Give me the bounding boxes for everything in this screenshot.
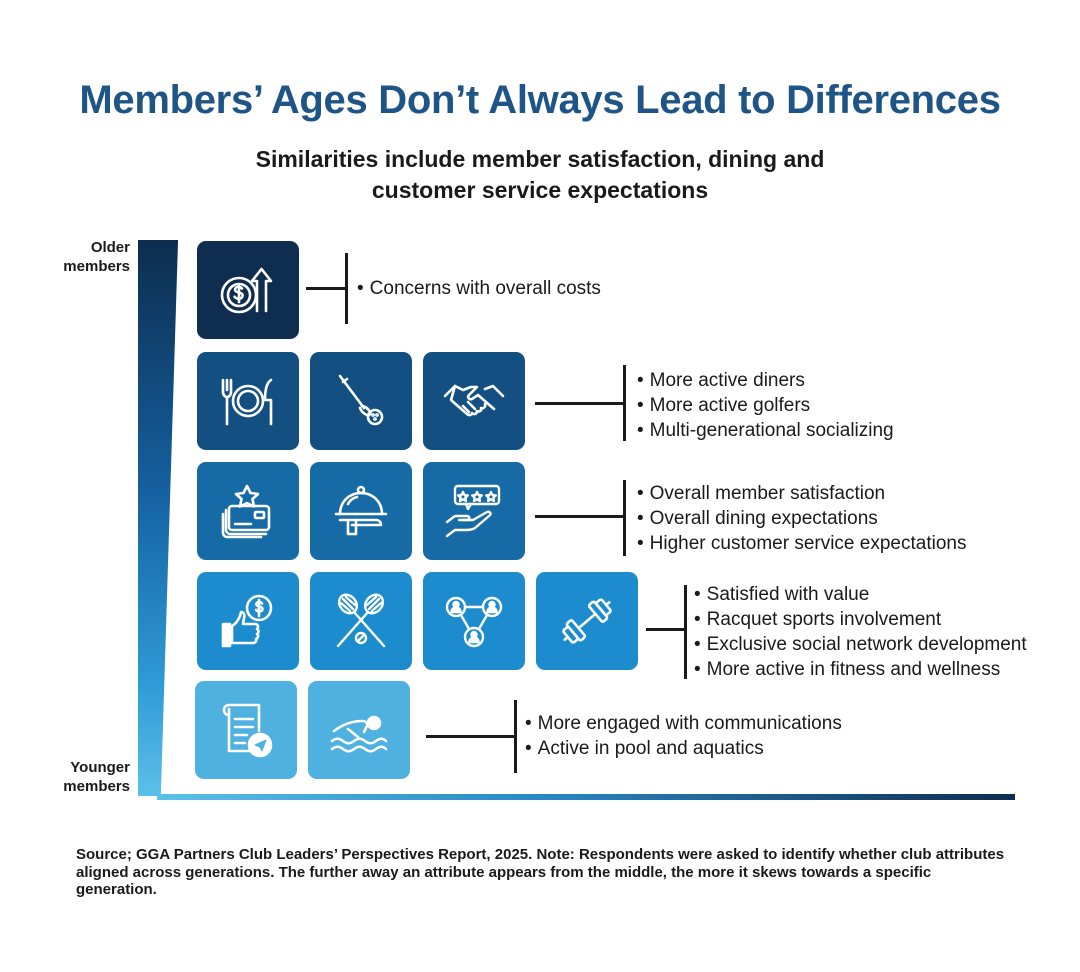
- source-note: Source; GGA Partners Club Leaders’ Persp…: [76, 846, 1005, 898]
- list-item: Satisfied with value: [694, 582, 1027, 607]
- axis-younger-line-1: Younger: [70, 759, 130, 776]
- cards-star-icon: [197, 462, 299, 560]
- dollar-arrow-up-icon: [197, 241, 299, 339]
- row-1-bracket: [345, 253, 348, 324]
- list-item: Overall dining expectations: [637, 506, 966, 531]
- swimmer-icon: [308, 681, 410, 779]
- age-axis-vertical-bar: [138, 240, 178, 796]
- list-item: Overall member satisfaction: [637, 481, 966, 506]
- hand-rating-stars-icon: [423, 462, 525, 560]
- list-item: Concerns with overall costs: [357, 276, 601, 301]
- page-subtitle: Similarities include member satisfaction…: [0, 144, 1080, 206]
- axis-label-older: Older members: [40, 238, 130, 276]
- subtitle-line-1: Similarities include member satisfaction…: [255, 146, 825, 172]
- document-send-icon: [195, 681, 297, 779]
- axis-younger-line-2: members: [63, 778, 130, 795]
- list-item: Active in pool and aquatics: [525, 736, 842, 761]
- page-title: Members’ Ages Don’t Always Lead to Diffe…: [79, 78, 1001, 122]
- list-item: Higher customer service expectations: [637, 531, 967, 556]
- age-axis-horizontal-bar: [157, 794, 1015, 800]
- row-4-connector: [646, 628, 686, 631]
- dumbbell-icon: [536, 572, 638, 670]
- serving-cloche-icon: [310, 462, 412, 560]
- list-item: More active golfers: [637, 393, 894, 418]
- list-item: More engaged with communications: [525, 711, 842, 736]
- row-5-connector: [426, 735, 516, 738]
- row-3-connector: [535, 515, 625, 518]
- row-1-bullets: Concerns with overall costs: [357, 276, 601, 301]
- row-4-bullets: Satisfied with value Racquet sports invo…: [694, 582, 1027, 682]
- row-4-bracket: [684, 585, 687, 679]
- row-2-connector: [535, 402, 625, 405]
- crossed-rackets-icon: [310, 572, 412, 670]
- row-2-bullets: More active diners More active golfers M…: [637, 368, 894, 443]
- social-network-icon: [423, 572, 525, 670]
- row-3-bullets: Overall member satisfaction Overall dini…: [637, 481, 967, 556]
- row-5-bullets: More engaged with communications Active …: [525, 711, 842, 761]
- handshake-icon: [423, 352, 525, 450]
- row-5-bracket: [514, 700, 517, 773]
- row-3-bracket: [623, 480, 626, 556]
- golf-club-ball-icon: [310, 352, 412, 450]
- subtitle-line-2: customer service expectations: [371, 177, 709, 203]
- plate-fork-knife-icon: [197, 352, 299, 450]
- axis-older-line-1: Older: [90, 239, 130, 256]
- list-item: More active in fitness and wellness: [694, 657, 1027, 682]
- row-1-connector: [306, 287, 347, 290]
- thumbs-up-dollar-icon: [197, 572, 299, 670]
- axis-older-line-2: members: [63, 258, 130, 275]
- row-2-bracket: [623, 365, 626, 441]
- list-item: Multi-generational socializing: [637, 418, 894, 443]
- list-item: More active diners: [637, 368, 894, 393]
- list-item: Racquet sports involvement: [694, 607, 1027, 632]
- axis-label-younger: Younger members: [40, 758, 130, 796]
- list-item: Exclusive social network development: [694, 632, 1027, 657]
